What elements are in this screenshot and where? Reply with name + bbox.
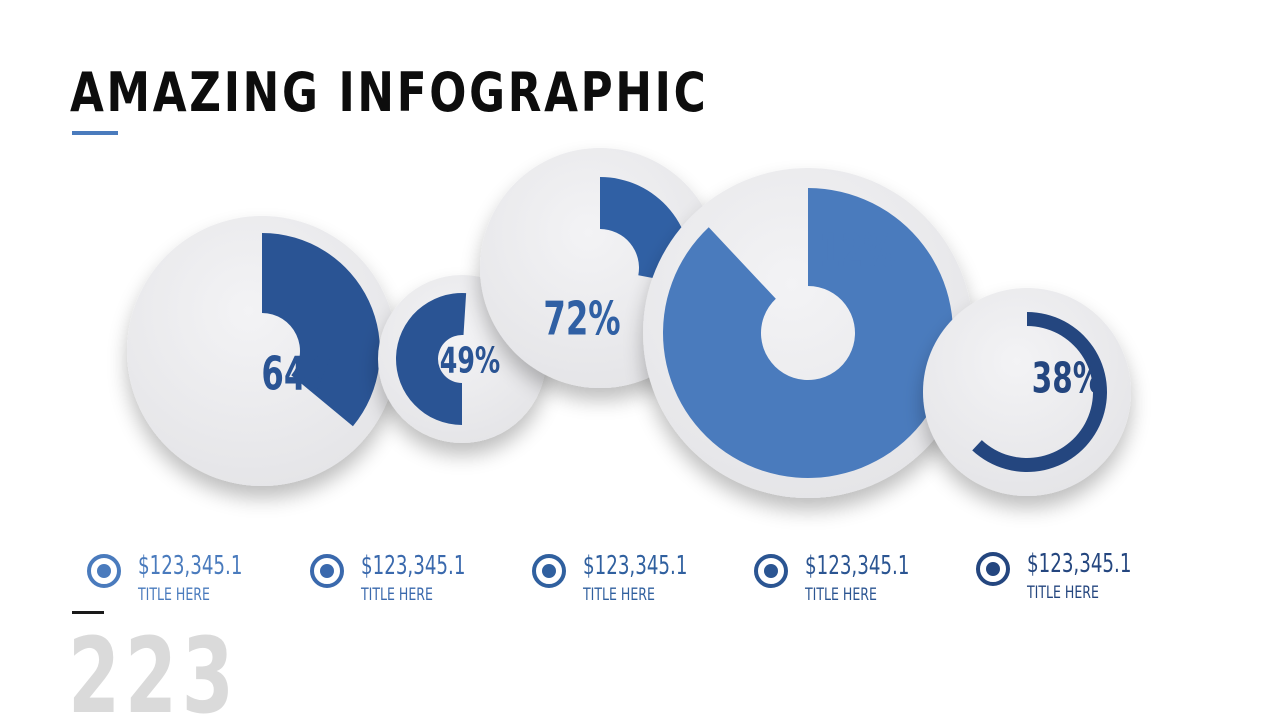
radio-marker-icon xyxy=(310,554,344,588)
legend-item-5: $123,345.1 TITLE HERE xyxy=(974,546,1174,610)
donut-percent-label: 38% xyxy=(1032,353,1103,402)
donut-arc xyxy=(262,233,380,427)
legend-item-3: $123,345.1 TITLE HERE xyxy=(530,548,730,612)
radio-dot xyxy=(542,564,556,578)
legend-item-1: $123,345.1 TITLE HERE xyxy=(85,548,285,612)
donut-chart-5: 38% xyxy=(923,288,1131,496)
donut-arc xyxy=(395,293,467,425)
legend-item-2: $123,345.1 TITLE HERE xyxy=(308,548,508,612)
donut-chart-1: 64% xyxy=(127,216,397,486)
page-number-dash xyxy=(72,611,104,614)
radio-dot xyxy=(320,564,334,578)
legend-label: TITLE HERE xyxy=(361,585,433,605)
radio-marker-icon xyxy=(976,552,1010,586)
radio-dot xyxy=(764,564,778,578)
donut-percent-label: 49% xyxy=(440,339,500,381)
donut-percent-label: 12% xyxy=(818,224,895,278)
legend-label: TITLE HERE xyxy=(1027,583,1099,603)
page-number: 223 xyxy=(68,615,239,720)
radio-marker-icon xyxy=(754,554,788,588)
radio-marker-icon xyxy=(532,554,566,588)
slide-title: AMAZING INFOGRAPHIC xyxy=(70,61,709,124)
legend-label: TITLE HERE xyxy=(805,585,877,605)
legend-value: $123,345.1 xyxy=(361,551,466,581)
legend-item-4: $123,345.1 TITLE HERE xyxy=(752,548,952,612)
legend: $123,345.1 TITLE HERE $123,345.1 TITLE H… xyxy=(85,548,1175,618)
radio-dot xyxy=(986,562,1000,576)
donut-chart-4: 12% xyxy=(643,168,973,498)
radio-dot xyxy=(97,564,111,578)
legend-value: $123,345.1 xyxy=(805,551,910,581)
donut-percent-label: 72% xyxy=(543,292,620,346)
legend-label: TITLE HERE xyxy=(583,585,655,605)
title-underline xyxy=(72,131,118,135)
donut-arc xyxy=(662,188,953,478)
legend-value: $123,345.1 xyxy=(138,551,243,581)
legend-label: TITLE HERE xyxy=(138,585,210,605)
legend-value: $123,345.1 xyxy=(583,551,688,581)
donut-percent-label: 64% xyxy=(261,347,338,401)
legend-value: $123,345.1 xyxy=(1027,549,1132,579)
radio-marker-icon xyxy=(87,554,121,588)
donut-arc xyxy=(972,312,1107,473)
